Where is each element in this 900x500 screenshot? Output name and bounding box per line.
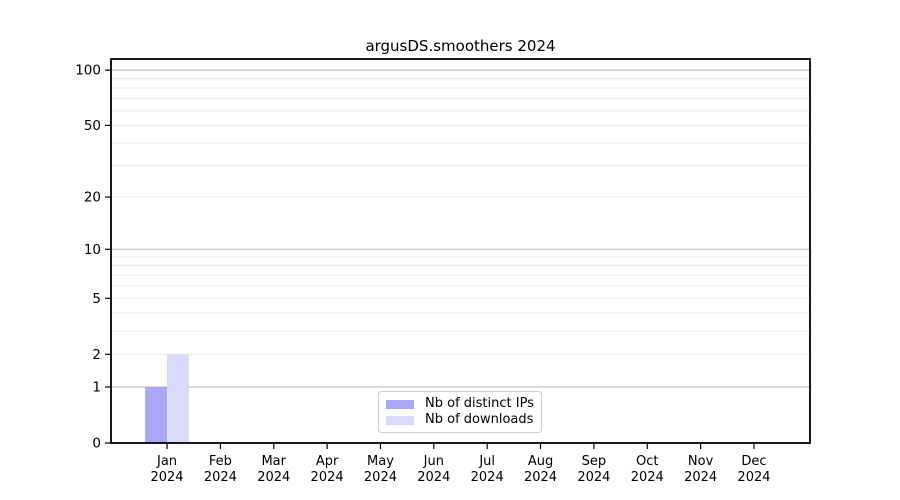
legend-item-downloads: Nb of downloads xyxy=(386,412,534,428)
legend-label-downloads: Nb of downloads xyxy=(425,412,534,427)
y-tick-label: 0 xyxy=(92,436,101,452)
legend-item-distinct-ips: Nb of distinct IPs xyxy=(386,396,534,412)
legend-label-distinct-ips: Nb of distinct IPs xyxy=(425,396,534,411)
x-tick-label: Jan 2024 xyxy=(150,454,183,485)
y-tick-label: 1 xyxy=(92,380,101,396)
x-tick-label: May 2024 xyxy=(364,454,397,485)
x-tick-label: Nov 2024 xyxy=(684,454,717,485)
legend: Nb of distinct IPs Nb of downloads xyxy=(378,391,542,433)
bar xyxy=(167,354,189,443)
x-tick-label: Jul 2024 xyxy=(471,454,504,485)
y-tick-label: 10 xyxy=(84,242,101,258)
y-tick-label: 2 xyxy=(92,347,101,363)
chart-title: argusDS.smoothers 2024 xyxy=(365,37,556,55)
y-tick-label: 5 xyxy=(92,291,101,307)
y-tick-label: 50 xyxy=(84,118,101,134)
x-tick-label: Sep 2024 xyxy=(577,454,610,485)
x-tick-label: Dec 2024 xyxy=(737,454,770,485)
y-tick-label: 20 xyxy=(84,190,101,206)
y-tick-label: 100 xyxy=(75,63,101,79)
bar xyxy=(145,387,168,443)
plot-border xyxy=(110,58,811,444)
x-tick-label: Mar 2024 xyxy=(257,454,290,485)
x-tick-label: Oct 2024 xyxy=(631,454,664,485)
x-tick-label: Apr 2024 xyxy=(311,454,344,485)
x-tick-label: Aug 2024 xyxy=(524,454,557,485)
x-tick-label: Jun 2024 xyxy=(417,454,450,485)
legend-swatch-downloads-icon xyxy=(386,415,414,425)
x-tick-label: Feb 2024 xyxy=(204,454,237,485)
legend-swatch-distinct-ips-icon xyxy=(386,399,414,409)
